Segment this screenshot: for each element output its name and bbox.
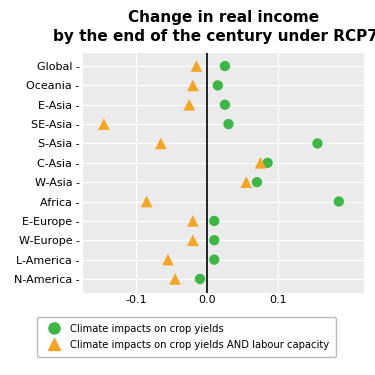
Point [165,256,171,262]
Point [222,63,228,69]
Point [158,141,164,147]
Point [222,102,228,108]
Point [258,160,264,166]
Point [144,198,150,204]
Point [211,218,217,224]
Title: Change in real income
by the end of the century under RCP7.0: Change in real income by the end of the … [53,10,375,44]
Point [225,121,231,127]
Point [336,198,342,204]
Point [265,160,271,166]
Point [215,82,221,88]
Point [194,63,200,69]
Point [190,237,196,243]
Point [315,141,321,147]
Point [211,256,217,262]
Point [101,121,107,127]
Point [243,179,249,185]
Point [186,102,192,108]
Point [190,218,196,224]
Point [254,179,260,185]
Point [197,276,203,282]
Point [190,82,196,88]
Legend: Climate impacts on crop yields, Climate impacts on crop yields AND labour capaci: Climate impacts on crop yields, Climate … [37,317,336,357]
Point [172,276,178,282]
Point [211,237,217,243]
